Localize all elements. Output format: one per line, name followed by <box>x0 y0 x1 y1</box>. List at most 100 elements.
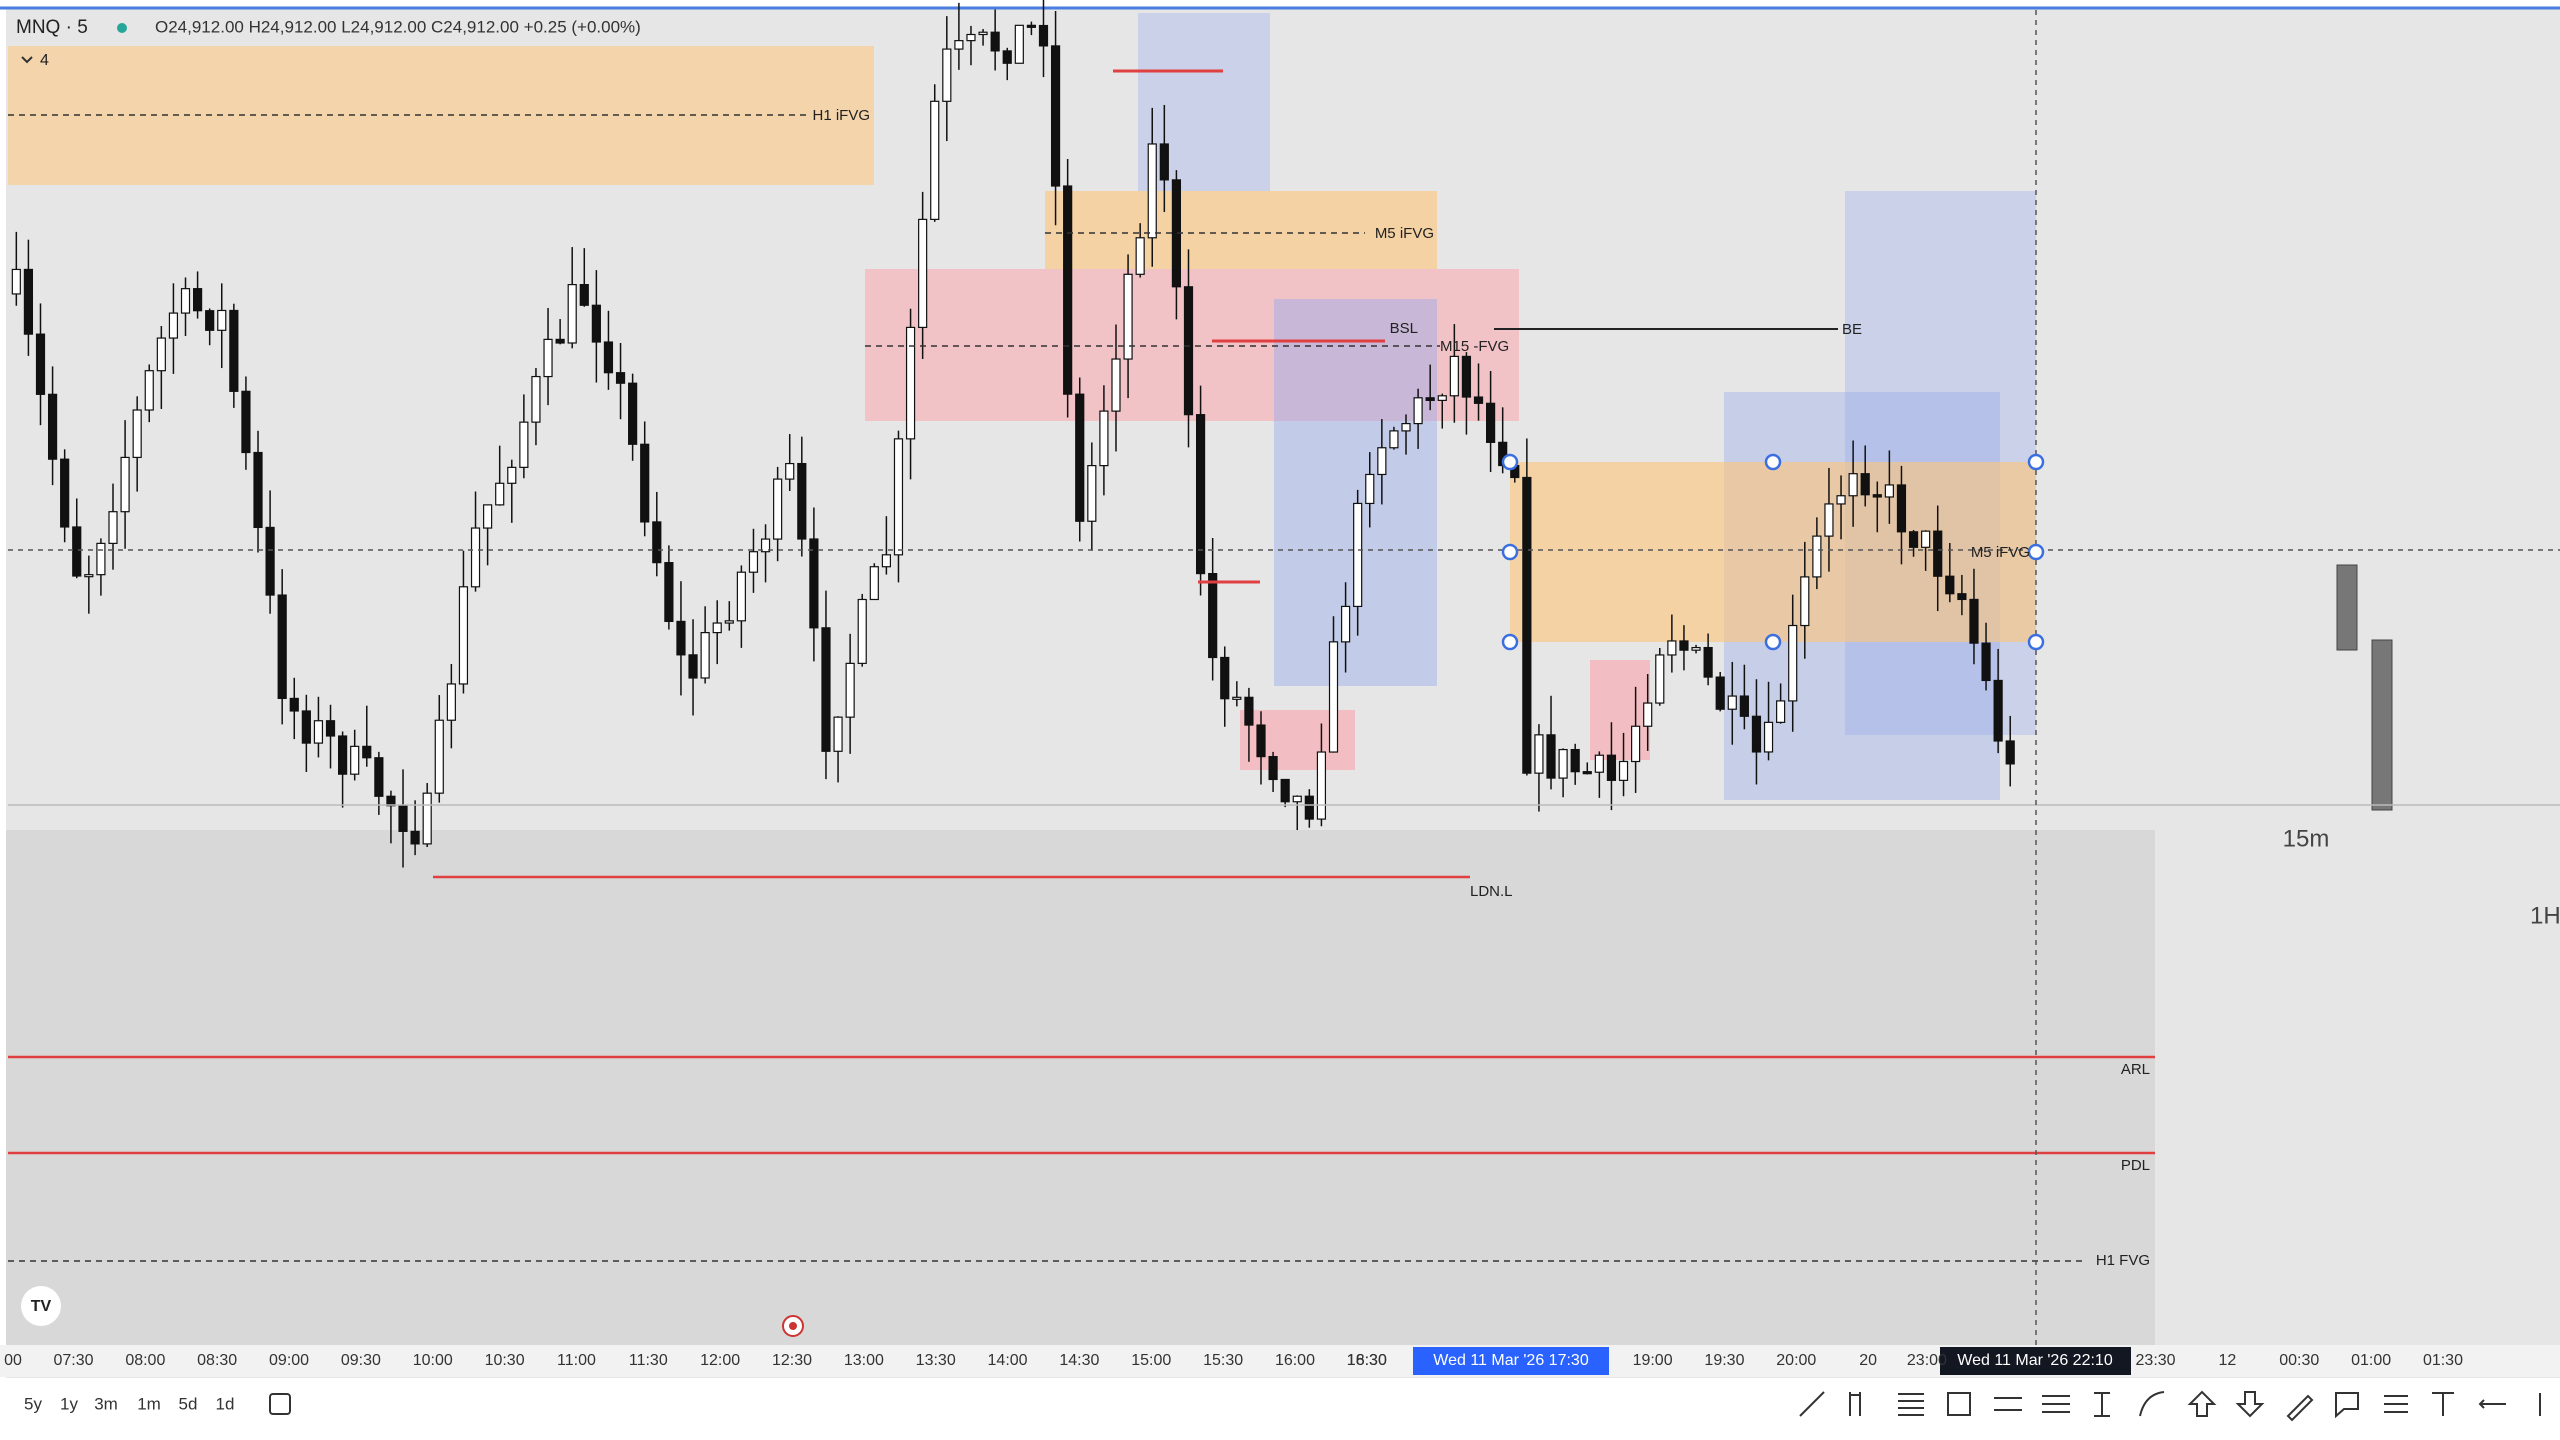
candle-body <box>120 456 130 513</box>
timeframe-button[interactable]: 1m <box>137 1394 161 1413</box>
time-label: 08:30 <box>197 1352 237 1369</box>
timeframe-button[interactable]: 3m <box>94 1394 118 1413</box>
annotations: H1 iFVG M5 iFVG BSL M15 -FVG BE M5 iFVG … <box>812 107 2560 1269</box>
candle-body <box>1401 422 1411 432</box>
candle-body <box>1389 430 1399 449</box>
candle-body <box>1292 795 1302 803</box>
candle-body <box>1667 640 1677 656</box>
candle-body <box>180 288 191 314</box>
tool-icon[interactable] <box>2094 1392 2110 1417</box>
candle-body <box>1232 696 1242 700</box>
tool-icon[interactable] <box>1849 1392 1861 1416</box>
handle[interactable] <box>1764 633 1782 651</box>
candle-body <box>1872 494 1882 498</box>
candle-body <box>362 745 372 759</box>
time-label: 12 <box>2219 1352 2237 1369</box>
candle-body <box>1788 624 1798 702</box>
candle-body <box>241 390 251 454</box>
candle-body <box>966 33 976 42</box>
logo[interactable] <box>21 1286 61 1326</box>
candle-body <box>748 551 759 573</box>
candle-body <box>1812 535 1822 578</box>
candle-body <box>1486 402 1496 443</box>
timeframe-button[interactable]: 1d <box>216 1394 235 1413</box>
calendar-icon[interactable] <box>269 1393 291 1415</box>
timeframe-button[interactable]: 5y <box>24 1394 42 1413</box>
candle-body <box>1328 641 1339 753</box>
candle-body <box>84 574 94 578</box>
drawing-toolbar <box>1799 1390 2541 1422</box>
level-label: BSL <box>1390 320 1418 337</box>
tool-icon[interactable] <box>1799 1391 1825 1417</box>
candle-body <box>1449 355 1459 397</box>
indicator-count[interactable]: 4 <box>40 52 49 69</box>
tool-icon[interactable] <box>2432 1392 2454 1416</box>
time-label: 13:00 <box>844 1352 884 1369</box>
handle[interactable] <box>2027 633 2045 651</box>
handle[interactable] <box>2027 453 2045 471</box>
level-label: PDL <box>2121 1157 2150 1174</box>
candle-body <box>1691 646 1701 651</box>
candle-body <box>60 458 70 528</box>
candle-body <box>954 40 964 50</box>
crosshair-label: Wed 11 Mar '26 22:10 <box>1957 1352 2113 1369</box>
time-label: 15:30 <box>1203 1352 1243 1369</box>
candle-body <box>1026 24 1037 28</box>
candle-body <box>289 697 299 712</box>
tool-icon[interactable] <box>1994 1397 2022 1411</box>
tool-icon[interactable] <box>2384 1395 2408 1413</box>
handle[interactable] <box>1501 633 1519 651</box>
tool-icon[interactable] <box>2235 1391 2265 1418</box>
candle-body <box>1353 502 1363 608</box>
candle-body <box>229 309 239 392</box>
candle-body <box>96 542 106 576</box>
candle-body <box>11 268 21 295</box>
candle-body <box>905 326 916 440</box>
candle-body <box>881 554 891 568</box>
candle-body <box>615 372 626 384</box>
candle-body <box>1933 530 1943 577</box>
tool-icon[interactable] <box>2139 1391 2165 1417</box>
tool-icon[interactable] <box>2478 1399 2506 1409</box>
candle-body <box>1655 654 1665 704</box>
candle-body <box>1921 530 1931 548</box>
time-label: 19:00 <box>1633 1352 1673 1369</box>
candle-body <box>519 421 529 468</box>
candle-body <box>990 31 1000 52</box>
handle[interactable] <box>1501 453 1519 471</box>
candle-body <box>773 478 783 540</box>
time-label: 00 <box>4 1352 22 1369</box>
candle-body <box>845 662 855 718</box>
candle-body <box>1848 473 1858 497</box>
time-label: 11:30 <box>629 1352 668 1369</box>
handle[interactable] <box>2027 543 2045 561</box>
timeframe-button[interactable]: 5d <box>179 1394 198 1413</box>
time-label: 00:30 <box>2279 1352 2319 1369</box>
candle-body <box>1183 286 1194 416</box>
selection-handles[interactable] <box>1501 453 2045 651</box>
candle-body <box>1570 748 1580 773</box>
candle-body <box>2005 740 2015 765</box>
timeframe-bar: 5y 1y 3m 1m 5d 1d <box>24 1393 291 1415</box>
timeframe-button[interactable]: 1y <box>60 1394 78 1413</box>
tool-icon[interactable] <box>2042 1395 2070 1413</box>
candle-body <box>1111 358 1121 412</box>
candle-body <box>1268 756 1278 781</box>
tool-icon[interactable] <box>2335 1392 2359 1419</box>
handle[interactable] <box>1764 453 1782 471</box>
candle-body <box>1582 771 1592 775</box>
candle-body <box>1631 725 1641 763</box>
interval-label: 15m <box>2283 825 2330 852</box>
collapse-icon[interactable] <box>21 56 33 64</box>
candle-body <box>1643 702 1653 727</box>
tool-icon[interactable] <box>1898 1393 1924 1416</box>
tool-icon[interactable] <box>1947 1392 1971 1416</box>
candle-body <box>192 288 203 312</box>
tool-icon[interactable] <box>2286 1394 2314 1422</box>
fvg-zone-selected[interactable] <box>1510 462 2036 642</box>
handle[interactable] <box>1501 543 1519 561</box>
tool-icon[interactable] <box>2187 1390 2217 1417</box>
candle-body <box>1993 679 2003 742</box>
candle-body <box>1908 531 1919 548</box>
